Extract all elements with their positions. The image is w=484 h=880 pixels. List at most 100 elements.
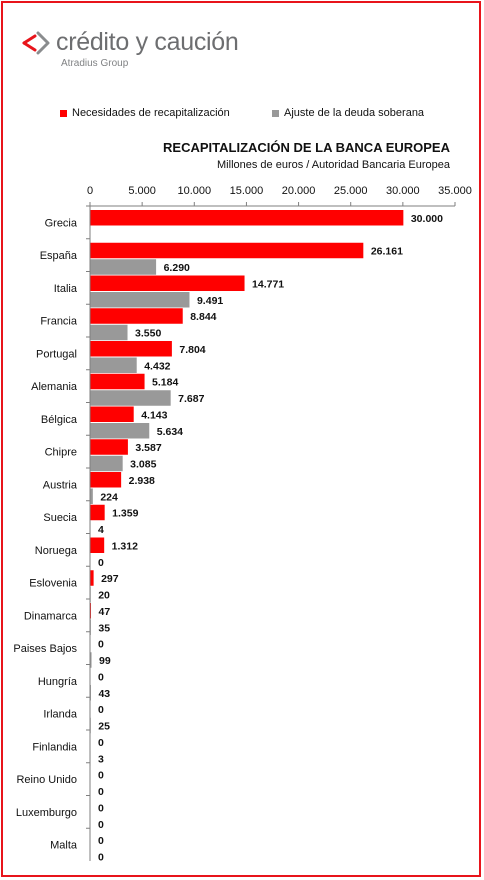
data-label: 297 bbox=[101, 573, 119, 585]
data-label: 8.844 bbox=[190, 311, 216, 323]
category-label: Portugal bbox=[36, 348, 77, 360]
data-label: 0 bbox=[98, 802, 104, 814]
category-label: Luxemburgo bbox=[16, 807, 77, 819]
legend-swatch-deuda bbox=[272, 109, 279, 117]
data-label: 3.085 bbox=[130, 459, 156, 471]
bar-recapitalizacion bbox=[90, 275, 245, 291]
legend-label-recapitalizacion: Necesidades de recapitalización bbox=[72, 107, 230, 119]
bar-deuda bbox=[90, 292, 190, 308]
bar-deuda bbox=[90, 357, 137, 373]
data-label: 0 bbox=[98, 770, 104, 782]
data-label: 5.184 bbox=[152, 377, 178, 389]
bar-deuda bbox=[90, 488, 93, 504]
chart-title: RECAPITALIZACIÓN DE LA BANCA EUROPEA bbox=[163, 140, 450, 155]
bar-recapitalizacion bbox=[90, 242, 364, 259]
logo-name: crédito y caución bbox=[56, 28, 239, 56]
category-label: Bélgica bbox=[41, 414, 78, 426]
category-label: Francia bbox=[40, 316, 78, 328]
data-label: 5.634 bbox=[157, 426, 183, 438]
data-label: 2.938 bbox=[129, 475, 155, 487]
bar-recapitalizacion bbox=[90, 406, 134, 422]
bar-recapitalizacion bbox=[90, 210, 404, 226]
data-label: 0 bbox=[98, 671, 104, 683]
data-label: 1.312 bbox=[112, 540, 138, 552]
category-label: Italia bbox=[54, 283, 78, 295]
data-label: 7.687 bbox=[178, 393, 204, 405]
bar-recapitalizacion bbox=[90, 570, 94, 586]
data-label: 0 bbox=[98, 819, 104, 831]
data-label: 20 bbox=[98, 590, 110, 602]
x-tick-label: 20.000 bbox=[282, 185, 316, 197]
bar-recapitalizacion bbox=[90, 341, 172, 357]
data-label: 9.491 bbox=[197, 295, 223, 307]
data-label: 4.432 bbox=[144, 360, 170, 372]
x-tick-label: 30.000 bbox=[386, 185, 420, 197]
bar-deuda bbox=[90, 324, 128, 341]
data-label: 3 bbox=[98, 753, 104, 765]
data-label: 47 bbox=[98, 606, 110, 618]
category-label: Reino Unido bbox=[16, 774, 77, 786]
data-label: 4.143 bbox=[141, 409, 167, 421]
data-label: 99 bbox=[99, 655, 111, 667]
bar-recapitalizacion bbox=[90, 373, 145, 390]
bar-recapitalizacion bbox=[90, 537, 105, 553]
data-label: 0 bbox=[98, 737, 104, 749]
bar-recapitalizacion bbox=[90, 504, 105, 521]
category-label: Paises Bajos bbox=[13, 643, 77, 655]
data-label: 0 bbox=[98, 835, 104, 847]
category-label: Alemania bbox=[31, 381, 78, 393]
data-label: 6.290 bbox=[164, 262, 190, 274]
data-label: 224 bbox=[100, 491, 118, 503]
category-label: Noruega bbox=[35, 545, 78, 557]
bar-recapitalizacion bbox=[90, 472, 122, 488]
x-tick-label: 5.000 bbox=[128, 185, 156, 197]
data-label: 3.587 bbox=[135, 442, 161, 454]
category-label: Chipre bbox=[45, 447, 77, 459]
category-label: Grecia bbox=[45, 217, 78, 229]
legend-swatch-recapitalizacion bbox=[60, 109, 67, 117]
data-label: 0 bbox=[98, 704, 104, 716]
legend-item-recapitalizacion: Necesidades de recapitalización bbox=[60, 107, 230, 119]
category-label: Suecia bbox=[43, 512, 78, 524]
data-label: 0 bbox=[98, 852, 104, 864]
bar-recapitalizacion bbox=[90, 308, 183, 324]
chart-subtitle: Millones de euros / Autoridad Bancaria E… bbox=[217, 159, 450, 171]
logo-mark-icon bbox=[22, 31, 50, 55]
category-label: Eslovenia bbox=[29, 578, 78, 590]
data-label: 7.804 bbox=[179, 344, 205, 356]
category-label: Malta bbox=[50, 840, 78, 852]
x-tick-label: 35.000 bbox=[438, 185, 472, 197]
bar-deuda bbox=[90, 390, 171, 406]
data-label: 26.161 bbox=[371, 246, 403, 258]
x-tick-label: 25.000 bbox=[334, 185, 368, 197]
bar-recapitalizacion bbox=[90, 439, 128, 455]
data-label: 35 bbox=[98, 622, 110, 634]
legend-item-deuda: Ajuste de la deuda soberana bbox=[272, 107, 424, 119]
data-label: 0 bbox=[98, 639, 104, 651]
logo-subtitle: Atradius Group bbox=[61, 58, 129, 69]
x-tick-label: 10.000 bbox=[177, 185, 211, 197]
data-label: 14.771 bbox=[252, 278, 284, 290]
data-label: 25 bbox=[98, 721, 110, 733]
data-label: 30.000 bbox=[411, 213, 443, 225]
category-label: Hungría bbox=[38, 676, 78, 688]
x-tick-label: 0 bbox=[87, 185, 93, 197]
data-label: 1.359 bbox=[112, 508, 138, 520]
x-tick-label: 15.000 bbox=[230, 185, 264, 197]
legend-label-deuda: Ajuste de la deuda soberana bbox=[284, 107, 425, 119]
category-label: Dinamarca bbox=[24, 610, 78, 622]
data-label: 43 bbox=[98, 688, 110, 700]
category-label: Finlandia bbox=[32, 741, 78, 753]
category-label: Austria bbox=[43, 479, 78, 491]
bar-deuda bbox=[90, 455, 123, 472]
data-label: 0 bbox=[98, 557, 104, 569]
bar-deuda bbox=[90, 423, 150, 439]
bar-deuda bbox=[90, 259, 157, 275]
data-label: 0 bbox=[98, 786, 104, 798]
data-label: 3.550 bbox=[135, 328, 161, 340]
data-label: 4 bbox=[98, 524, 104, 536]
category-label: Irlanda bbox=[43, 709, 78, 721]
bar-deuda bbox=[90, 652, 92, 668]
